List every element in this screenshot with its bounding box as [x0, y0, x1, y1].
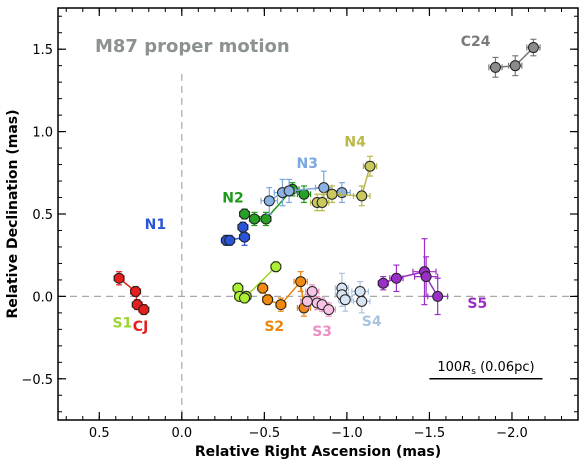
data-point-n2 — [239, 208, 251, 220]
y-tick-label: 0.5 — [32, 208, 53, 223]
component-labels: CJ N1 N2 N3 N4 S1 S2 S3 S4 S5 C24 — [112, 34, 490, 340]
x-tick-label: −2.0 — [496, 426, 528, 441]
series-c24 — [488, 38, 541, 78]
chart-title: M87 proper motion — [95, 36, 290, 57]
data-point-n1 — [224, 234, 236, 246]
data-point-s5 — [420, 271, 432, 283]
data-point-s2 — [257, 282, 269, 294]
component-label-c24: C24 — [461, 34, 491, 50]
scale-bar: 100Rs (0.06pc) — [429, 360, 543, 380]
y-tick-label: 1.0 — [32, 126, 53, 141]
data-point-s1 — [239, 292, 251, 304]
series-s4 — [334, 272, 371, 314]
data-point-cj — [138, 304, 150, 316]
data-point-c24 — [509, 60, 521, 72]
axis-ticks — [58, 8, 578, 420]
data-point-s3 — [323, 304, 335, 316]
x-tick-label: −0.5 — [249, 426, 281, 441]
series-s1 — [232, 261, 282, 304]
data-point-s3 — [306, 285, 318, 297]
series-s5 — [377, 238, 449, 316]
data-point-s5 — [432, 290, 444, 302]
data-point-n4 — [316, 196, 328, 208]
data-point-n3 — [336, 187, 348, 199]
component-label-s1: S1 — [112, 316, 132, 332]
data-point-n3 — [263, 195, 275, 207]
y-tick-label: 0.0 — [32, 290, 53, 305]
x-tick-label: −1.5 — [414, 426, 446, 441]
series-s3 — [300, 284, 336, 317]
series-n2 — [238, 182, 312, 227]
component-label-s2: S2 — [264, 319, 284, 335]
component-label-cj: CJ — [133, 319, 148, 335]
data-point-n1 — [237, 221, 249, 233]
data-point-c24 — [527, 42, 539, 54]
tick-labels: 0.5 0.0 −0.5 −1.0 −1.5 −2.0 −0.5 0.0 0.5 1.0 1.5 — [21, 43, 527, 441]
scale-bar-prefix: 100 — [437, 360, 462, 375]
data-point-n3 — [318, 182, 330, 194]
series-n4 — [309, 155, 378, 212]
series-cj — [113, 271, 150, 316]
data-point-s4 — [354, 285, 366, 297]
data-point-n2 — [298, 188, 310, 200]
data-point-n1 — [239, 231, 251, 243]
data-point-n2 — [248, 213, 260, 225]
y-tick-label: −0.5 — [21, 373, 53, 388]
data-point-n3 — [283, 185, 295, 197]
data-point-n4 — [326, 188, 338, 200]
data-point-n4 — [356, 190, 368, 202]
scale-bar-var: R — [462, 360, 471, 375]
x-tick-label: 0.0 — [171, 426, 192, 441]
component-label-n3: N3 — [297, 156, 318, 172]
component-label-n1: N1 — [145, 217, 166, 233]
reference-lines — [58, 73, 578, 420]
data-point-s4 — [339, 294, 351, 306]
x-axis-title: Relative Right Ascension (mas) — [195, 444, 441, 460]
x-tick-label: 0.5 — [89, 426, 110, 441]
series-n1 — [220, 221, 251, 246]
data-point-n4 — [364, 160, 376, 172]
data-point-s2 — [275, 299, 287, 311]
data-point-n2 — [260, 213, 272, 225]
component-label-s5: S5 — [467, 296, 487, 312]
data-point-cj — [130, 285, 142, 297]
data-point-c24 — [489, 61, 501, 73]
data-point-s2 — [295, 276, 307, 288]
component-label-n2: N2 — [222, 190, 243, 206]
y-axis-title: Relative Declination (mas) — [5, 109, 21, 318]
series-s2 — [257, 271, 312, 317]
data-point-s1 — [270, 261, 282, 273]
data-point-s5 — [390, 272, 402, 284]
data-point-s3 — [301, 295, 313, 307]
scale-bar-sub: s — [471, 367, 476, 377]
y-tick-label: 1.5 — [32, 43, 53, 58]
x-tick-label: −1.0 — [331, 426, 363, 441]
data-point-s2 — [262, 294, 274, 306]
data-point-s5 — [377, 277, 389, 289]
scale-bar-label: 100Rs (0.06pc) — [437, 360, 534, 377]
component-label-n4: N4 — [344, 134, 366, 150]
data-point-cj — [113, 272, 125, 284]
scale-bar-suffix: (0.06pc) — [476, 360, 535, 375]
component-label-s4: S4 — [362, 314, 382, 330]
series-layer — [113, 38, 541, 317]
data-point-s4 — [356, 295, 368, 307]
component-label-s3: S3 — [312, 324, 332, 340]
